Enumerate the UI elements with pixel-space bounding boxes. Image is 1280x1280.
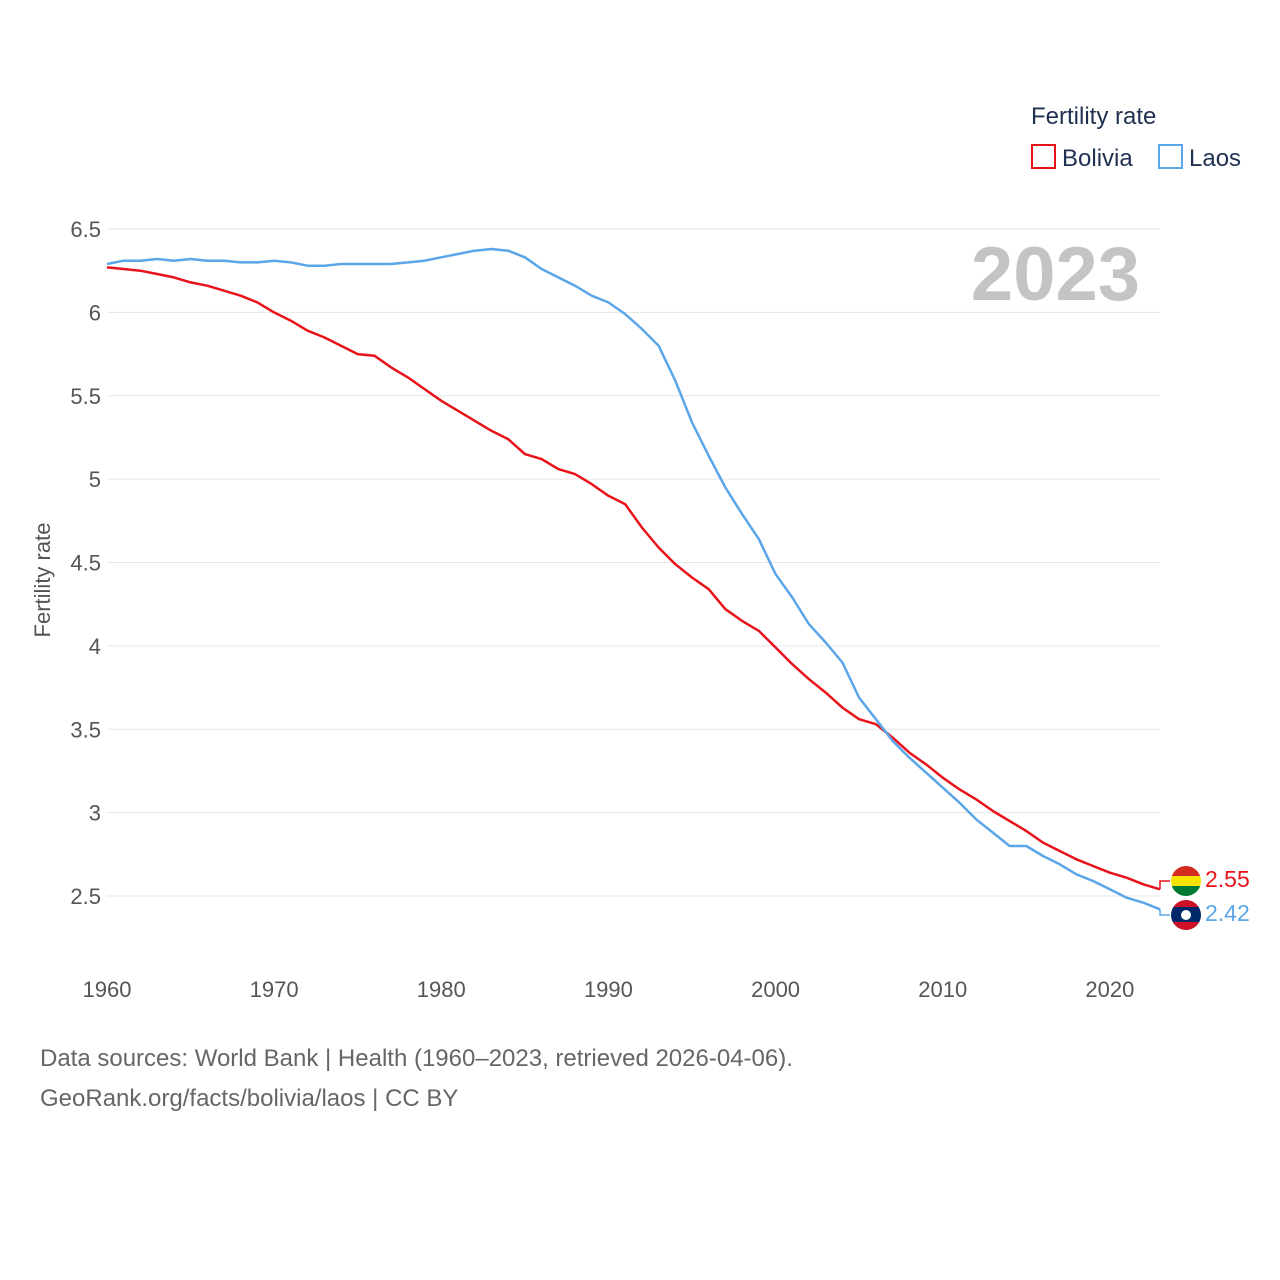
footer-sources: Data sources: World Bank | Health (1960–… [40,1045,793,1072]
legend: Fertility rate Bolivia Laos [1031,103,1241,172]
series-line-laos[interactable] [106,247,1161,911]
x-axis-ticks: 1960 1970 1980 1990 2000 2010 2020 [83,977,1135,1002]
x-tick-label: 2000 [751,977,800,1002]
x-tick-label: 1990 [584,977,633,1002]
end-markers [1159,880,1170,916]
end-label-laos: 2.42 [1205,900,1250,926]
bolivia-flag-icon [1171,866,1201,896]
y-tick-label: 3.5 [70,717,101,742]
end-label-bolivia: 2.55 [1205,866,1250,892]
end-connector-laos [1159,909,1170,916]
series-lines [106,247,1161,911]
laos-flag-icon [1171,900,1201,930]
y-tick-label: 6.5 [70,217,101,242]
legend-swatch-laos[interactable] [1158,144,1183,169]
y-axis-ticks: 2.5 3 3.5 4 4.5 5 5.5 6 6.5 [70,217,101,909]
x-tick-label: 1970 [250,977,299,1002]
y-tick-label: 4.5 [70,551,101,576]
y-tick-label: 3 [89,801,101,826]
series-line-bolivia[interactable] [106,266,1161,891]
end-connector-bolivia [1159,880,1170,890]
year-watermark: 2023 [971,232,1140,317]
y-tick-label: 4 [89,634,101,659]
y-tick-label: 5 [89,467,101,492]
y-tick-label: 2.5 [70,884,101,909]
footer-attribution: GeoRank.org/facts/bolivia/laos | CC BY [40,1085,459,1112]
y-tick-label: 6 [89,300,101,325]
grid-lines [107,228,1160,897]
x-tick-label: 2010 [918,977,967,1002]
y-tick-label: 5.5 [70,384,101,409]
y-axis-label: Fertility rate [30,523,55,638]
legend-title: Fertility rate [1031,103,1156,130]
legend-swatch-bolivia[interactable] [1031,144,1056,169]
x-tick-label: 1980 [417,977,466,1002]
legend-label-laos[interactable]: Laos [1189,145,1241,172]
x-tick-label: 1960 [83,977,132,1002]
x-tick-label: 2020 [1085,977,1134,1002]
legend-label-bolivia[interactable]: Bolivia [1062,145,1133,172]
